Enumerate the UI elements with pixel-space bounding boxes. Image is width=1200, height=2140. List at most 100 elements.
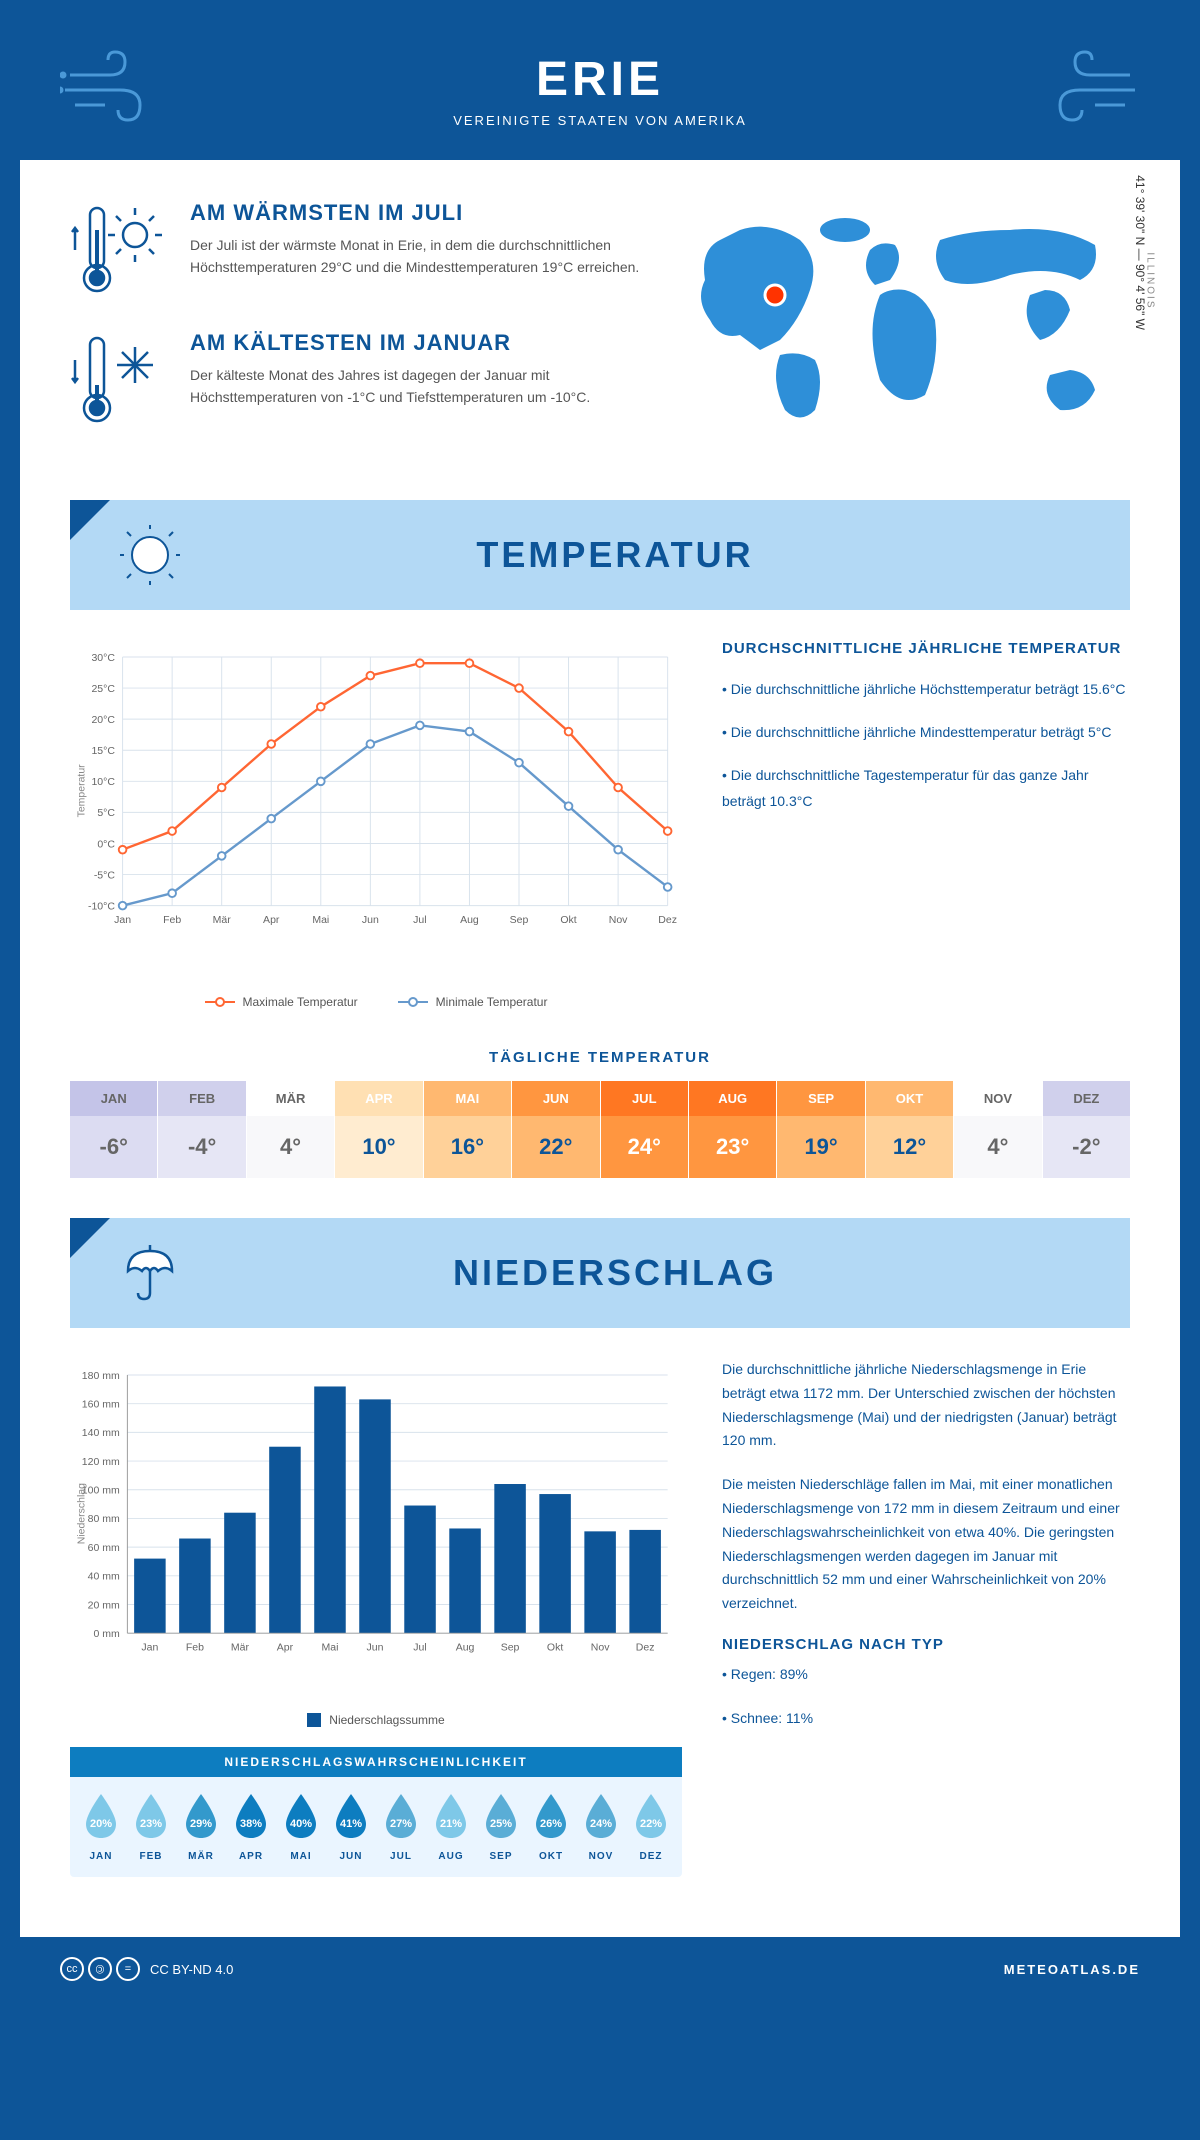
- svg-text:-10°C: -10°C: [88, 900, 115, 912]
- svg-text:Feb: Feb: [163, 914, 181, 926]
- svg-text:10°C: 10°C: [91, 776, 115, 788]
- precip-prob-cell: 20% JAN: [78, 1792, 124, 1862]
- svg-text:Jun: Jun: [362, 914, 379, 926]
- precip-prob-cell: 24% NOV: [578, 1792, 624, 1862]
- svg-text:-5°C: -5°C: [94, 869, 116, 881]
- svg-text:27%: 27%: [390, 1818, 412, 1830]
- precip-legend: Niederschlagssumme: [329, 1713, 444, 1727]
- coldest-block: AM KÄLTESTEN IM JANUAR Der kälteste Mona…: [70, 330, 640, 430]
- precip-prob-cell: 27% JUL: [378, 1792, 424, 1862]
- temp-summary-3: • Die durchschnittliche Tagestemperatur …: [722, 763, 1130, 813]
- svg-text:0°C: 0°C: [97, 838, 115, 850]
- svg-text:Feb: Feb: [186, 1641, 204, 1653]
- temperature-chart: -10°C-5°C0°C5°C10°C15°C20°C25°C30°CJanFe…: [70, 640, 682, 1009]
- svg-text:Aug: Aug: [460, 914, 479, 926]
- precip-by-type-2: • Schnee: 11%: [722, 1707, 1130, 1731]
- precipitation-chart: 0 mm20 mm40 mm60 mm80 mm100 mm120 mm140 …: [70, 1358, 682, 1877]
- precip-prob-cell: 25% SEP: [478, 1792, 524, 1862]
- svg-text:Jan: Jan: [114, 914, 131, 926]
- svg-text:40%: 40%: [290, 1818, 312, 1830]
- svg-text:40 mm: 40 mm: [88, 1571, 120, 1583]
- svg-text:60 mm: 60 mm: [88, 1542, 120, 1554]
- svg-text:Nov: Nov: [591, 1641, 610, 1653]
- sun-icon: [120, 525, 180, 585]
- svg-text:Dez: Dez: [636, 1641, 655, 1653]
- daily-temp-cell: JUL 24°: [601, 1081, 689, 1178]
- svg-text:20%: 20%: [90, 1818, 112, 1830]
- svg-text:Mai: Mai: [312, 914, 329, 926]
- daily-temp-cell: SEP 19°: [777, 1081, 865, 1178]
- precip-text-1: Die durchschnittliche jährliche Niedersc…: [722, 1358, 1130, 1453]
- svg-text:Sep: Sep: [501, 1641, 520, 1653]
- svg-text:Nov: Nov: [609, 914, 628, 926]
- daily-temp-cell: DEZ -2°: [1043, 1081, 1130, 1178]
- daily-temp-cell: JAN -6°: [70, 1081, 158, 1178]
- temperature-section-header: TEMPERATUR: [70, 500, 1130, 610]
- svg-text:100 mm: 100 mm: [82, 1485, 120, 1497]
- temp-summary-2: • Die durchschnittliche jährliche Mindes…: [722, 720, 1130, 745]
- svg-text:Sep: Sep: [510, 914, 529, 926]
- svg-text:Okt: Okt: [547, 1641, 563, 1653]
- svg-text:20°C: 20°C: [91, 714, 115, 726]
- precip-prob-title: NIEDERSCHLAGSWAHRSCHEINLICHKEIT: [70, 1747, 682, 1777]
- precip-by-type-title: NIEDERSCHLAG NACH TYP: [722, 1636, 1130, 1653]
- precip-by-type-1: • Regen: 89%: [722, 1663, 1130, 1687]
- svg-text:160 mm: 160 mm: [82, 1399, 120, 1411]
- page-header: ERIE VEREINIGTE STAATEN VON AMERIKA: [20, 20, 1180, 160]
- thermometer-sun-icon: [70, 200, 170, 300]
- svg-text:38%: 38%: [240, 1818, 262, 1830]
- coldest-text: Der kälteste Monat des Jahres ist dagege…: [190, 364, 640, 409]
- precip-prob-cell: 40% MAI: [278, 1792, 324, 1862]
- svg-text:23%: 23%: [140, 1818, 162, 1830]
- svg-text:Dez: Dez: [658, 914, 677, 926]
- svg-text:Okt: Okt: [560, 914, 576, 926]
- svg-text:25%: 25%: [490, 1818, 512, 1830]
- city-name: ERIE: [160, 52, 1040, 107]
- svg-text:Jul: Jul: [413, 914, 426, 926]
- temp-summary-1: • Die durchschnittliche jährliche Höchst…: [722, 677, 1130, 702]
- wind-icon-left: [60, 50, 160, 130]
- svg-text:Mai: Mai: [322, 1641, 339, 1653]
- svg-text:80 mm: 80 mm: [88, 1513, 120, 1525]
- precip-section-title: NIEDERSCHLAG: [210, 1252, 1020, 1294]
- wind-icon-right: [1040, 50, 1140, 130]
- page-footer: cc🄯= CC BY-ND 4.0 METEOATLAS.DE: [20, 1937, 1180, 2001]
- temp-summary-title: DURCHSCHNITTLICHE JÄHRLICHE TEMPERATUR: [722, 640, 1130, 657]
- daily-temp-cell: AUG 23°: [689, 1081, 777, 1178]
- daily-temp-cell: FEB -4°: [158, 1081, 246, 1178]
- daily-temp-cell: JUN 22°: [512, 1081, 600, 1178]
- svg-text:Jun: Jun: [367, 1641, 384, 1653]
- world-map-block: 41° 39' 30" N — 90° 4' 56" W ILLINOIS: [680, 200, 1130, 460]
- svg-text:30°C: 30°C: [91, 652, 115, 664]
- svg-text:22%: 22%: [640, 1818, 662, 1830]
- svg-text:180 mm: 180 mm: [82, 1370, 120, 1382]
- svg-text:Niederschlag: Niederschlag: [75, 1483, 87, 1544]
- precip-probability-box: NIEDERSCHLAGSWAHRSCHEINLICHKEIT 20% JAN …: [70, 1747, 682, 1877]
- precip-prob-cell: 26% OKT: [528, 1792, 574, 1862]
- svg-text:Mär: Mär: [213, 914, 232, 926]
- precip-prob-cell: 29% MÄR: [178, 1792, 224, 1862]
- svg-text:26%: 26%: [540, 1818, 562, 1830]
- warmest-text: Der Juli ist der wärmste Monat in Erie, …: [190, 234, 640, 279]
- temp-section-title: TEMPERATUR: [210, 534, 1020, 576]
- precip-prob-cell: 41% JUN: [328, 1792, 374, 1862]
- umbrella-icon: [120, 1243, 180, 1303]
- svg-text:0 mm: 0 mm: [93, 1628, 120, 1640]
- precip-text-2: Die meisten Niederschläge fallen im Mai,…: [722, 1473, 1130, 1616]
- svg-text:15°C: 15°C: [91, 745, 115, 757]
- svg-text:24%: 24%: [590, 1818, 612, 1830]
- license-label: CC BY-ND 4.0: [150, 1962, 233, 1977]
- svg-text:Jan: Jan: [141, 1641, 158, 1653]
- daily-temp-cell: APR 10°: [335, 1081, 423, 1178]
- daily-temp-cell: MÄR 4°: [247, 1081, 335, 1178]
- svg-text:29%: 29%: [190, 1818, 212, 1830]
- svg-text:Mär: Mär: [231, 1641, 250, 1653]
- daily-temp-cell: NOV 4°: [954, 1081, 1042, 1178]
- warmest-block: AM WÄRMSTEN IM JULI Der Juli ist der wär…: [70, 200, 640, 300]
- svg-text:20 mm: 20 mm: [88, 1599, 120, 1611]
- cc-icons: cc🄯=: [60, 1957, 140, 1981]
- precip-prob-cell: 38% APR: [228, 1792, 274, 1862]
- daily-temp-cell: MAI 16°: [424, 1081, 512, 1178]
- warmest-title: AM WÄRMSTEN IM JULI: [190, 200, 640, 226]
- precip-section-header: NIEDERSCHLAG: [70, 1218, 1130, 1328]
